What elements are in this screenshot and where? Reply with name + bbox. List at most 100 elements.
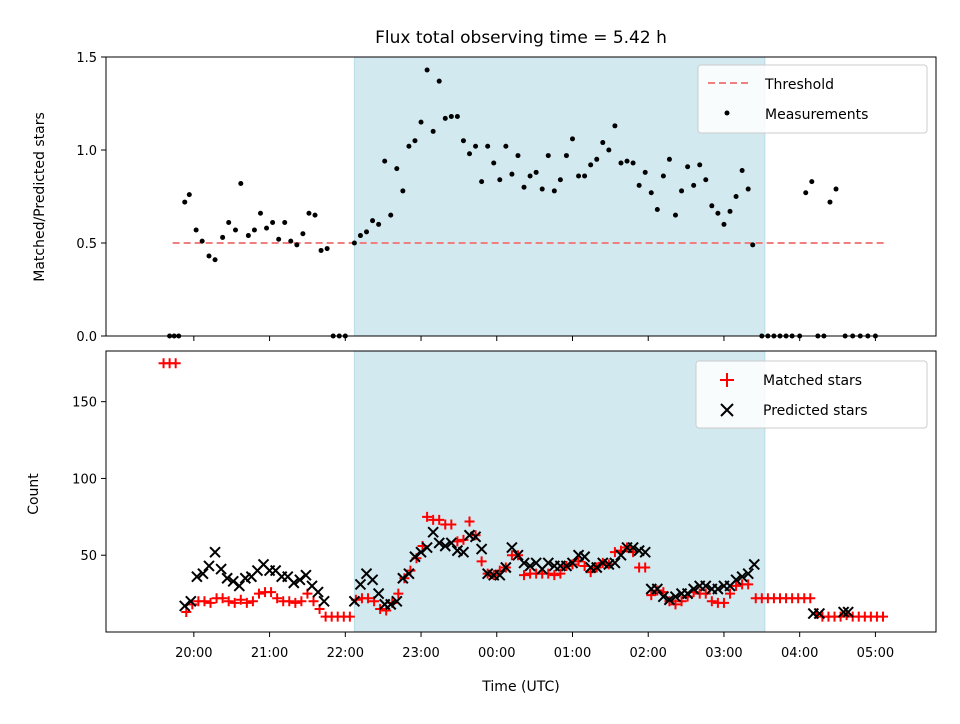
predicted-star-point xyxy=(403,567,415,580)
predicted-star-point xyxy=(215,563,227,575)
measurement-point xyxy=(648,190,654,196)
matched-star-point xyxy=(805,593,816,604)
predicted-star-point xyxy=(318,595,330,607)
predicted-star-point xyxy=(512,549,524,561)
matched-star-point xyxy=(470,530,481,541)
measurement-point xyxy=(460,138,466,144)
measurement-point xyxy=(588,162,594,168)
predicted-star-point xyxy=(185,595,197,607)
measurement-point xyxy=(809,179,815,185)
predicted-star-point xyxy=(609,557,621,569)
top-y-tick-label: 1.5 xyxy=(76,51,97,66)
measurement-point xyxy=(630,160,636,166)
measurement-point xyxy=(600,140,606,146)
measurement-point xyxy=(448,114,454,120)
predicted-star-point xyxy=(627,541,639,554)
measurement-point xyxy=(612,123,618,129)
predicted-star-point xyxy=(578,551,591,563)
matched-star-point xyxy=(272,593,283,604)
predicted-star-point xyxy=(736,571,748,583)
measurement-point xyxy=(709,203,715,209)
measurement-point xyxy=(721,221,727,227)
predicted-star-point xyxy=(469,531,482,543)
measurement-point xyxy=(750,242,756,248)
top-y-tick-label: 0.0 xyxy=(76,330,97,345)
predicted-star-point xyxy=(524,560,536,572)
predicted-star-point xyxy=(209,546,221,558)
bottom-plot-frame xyxy=(105,350,937,633)
predicted-star-point xyxy=(475,543,488,555)
bottom-legend-box xyxy=(695,360,928,429)
predicted-star-point xyxy=(837,606,850,618)
measurement-point xyxy=(376,221,382,227)
matched-star-point xyxy=(640,562,651,573)
predicted-star-point xyxy=(421,541,433,554)
measurement-point xyxy=(270,220,276,226)
predicted-star-point xyxy=(366,574,379,586)
matched-star-point xyxy=(555,568,566,579)
measurement-point xyxy=(412,138,418,144)
matched-star-point xyxy=(363,593,374,604)
predicted-star-point xyxy=(748,558,760,571)
measurement-point xyxy=(521,184,527,190)
measurement-point xyxy=(660,173,666,179)
measurement-point xyxy=(264,225,270,231)
matched-star-point xyxy=(458,534,469,545)
measurement-point xyxy=(357,233,363,239)
measurement-point xyxy=(497,177,503,183)
predicted-star-point xyxy=(457,546,470,558)
measurement-point xyxy=(232,227,238,233)
matched-star-point xyxy=(170,358,181,369)
measurement-point xyxy=(467,151,473,157)
top-panel: 0.0 0.5 1.0 1.5 Matched/Predicted stars Thr… xyxy=(32,51,937,345)
measurement-point xyxy=(312,212,318,218)
measurement-point xyxy=(212,257,218,263)
measurement-point xyxy=(306,210,312,216)
measurement-point xyxy=(193,227,199,233)
predicted-star-point xyxy=(842,606,854,618)
chart-title: Flux total observing time = 5.42 h xyxy=(375,28,667,48)
matched-star-point xyxy=(247,596,258,607)
measurement-point xyxy=(576,173,582,179)
x-tick-label: 20:00 xyxy=(175,646,212,661)
matched-star-point xyxy=(725,588,736,599)
top-legend-box xyxy=(697,64,928,134)
predicted-star-point xyxy=(433,537,445,549)
matched-star-point xyxy=(877,611,888,622)
predicted-stars-legend-marker xyxy=(720,403,734,417)
matched-star-point xyxy=(646,590,657,601)
measurement-point xyxy=(318,247,324,253)
top-y-tick-label: 1.0 xyxy=(76,144,97,159)
measurement-point xyxy=(364,229,370,235)
predicted-star-point xyxy=(300,569,312,581)
predicted-star-point xyxy=(397,572,409,584)
matched-star-point xyxy=(253,588,264,599)
matched-star-point xyxy=(519,570,530,581)
predicted-star-point xyxy=(197,567,209,580)
measurement-point xyxy=(563,153,569,159)
measurement-point xyxy=(509,171,515,177)
top-plot-frame xyxy=(105,56,937,337)
measurement-point xyxy=(539,186,545,192)
predicted-star-point xyxy=(742,567,754,580)
measurement-point xyxy=(186,192,192,198)
measurement-point xyxy=(685,164,691,170)
measurement-point xyxy=(533,169,539,175)
predicted-star-point xyxy=(427,526,439,538)
measurement-point xyxy=(238,180,244,186)
predicted-star-point xyxy=(288,577,300,589)
matched-star-point xyxy=(393,588,404,599)
measurement-point xyxy=(424,67,430,73)
predicted-star-point xyxy=(566,557,579,569)
measurement-point xyxy=(618,160,624,166)
measurement-point xyxy=(827,199,833,205)
measurement-point xyxy=(739,167,745,173)
matched-star-point xyxy=(464,516,475,527)
x-tick-label: 04:00 xyxy=(781,646,818,661)
bottom-y-tick-label: 100 xyxy=(72,472,97,487)
measurement-point xyxy=(245,233,251,239)
measurement-point xyxy=(503,143,509,149)
matched-star-point xyxy=(706,596,717,607)
measurement-point xyxy=(527,173,533,179)
measurement-point xyxy=(691,182,697,188)
